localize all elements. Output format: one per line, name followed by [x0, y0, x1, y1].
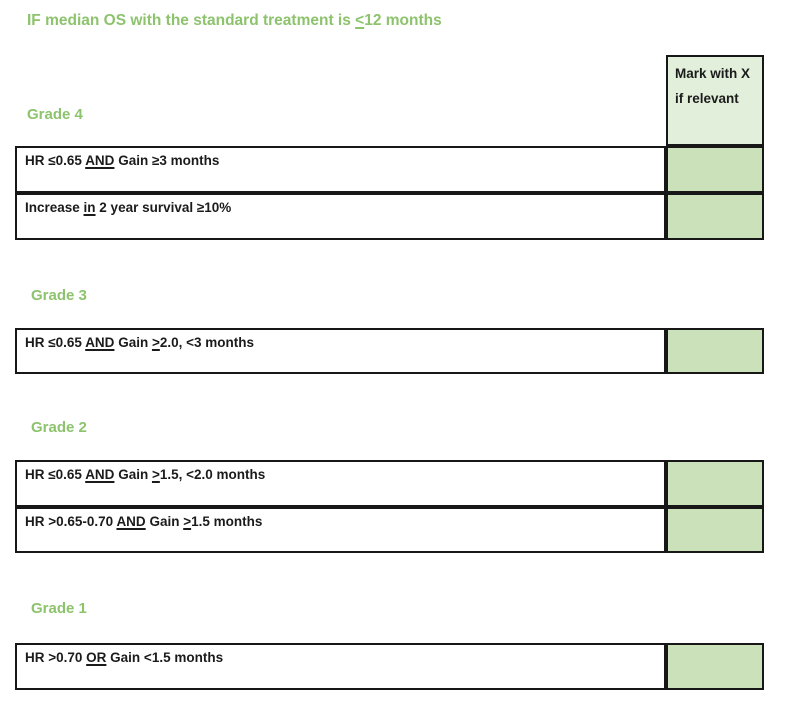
- table-row: HR >0.70 OR Gain <1.5 months: [15, 643, 764, 690]
- grade-2-table: HR ≤0.65 AND Gain >1.5, <2.0 months HR >…: [15, 460, 764, 553]
- criteria-cell: HR ≤0.65 AND Gain >1.5, <2.0 months: [15, 460, 666, 507]
- grade-2-heading: Grade 2: [31, 419, 87, 436]
- mark-cell[interactable]: [666, 460, 764, 507]
- grade-4-heading: Grade 4: [27, 106, 83, 123]
- grade-3-heading: Grade 3: [31, 287, 87, 304]
- table-row: Increase in 2 year survival ≥10%: [15, 193, 764, 240]
- criteria-cell: HR >0.70 OR Gain <1.5 months: [15, 643, 666, 690]
- mark-cell[interactable]: [666, 146, 764, 193]
- mark-cell[interactable]: [666, 507, 764, 553]
- table-row: HR ≤0.65 AND Gain ≥3 months: [15, 146, 764, 193]
- grade-4-table: HR ≤0.65 AND Gain ≥3 months Increase in …: [15, 146, 764, 240]
- grade-3-table: HR ≤0.65 AND Gain >2.0, <3 months: [15, 328, 764, 374]
- grade-1-heading: Grade 1: [31, 600, 87, 617]
- mark-column-header: Mark with X if relevant: [666, 55, 764, 146]
- grade-1-table: HR >0.70 OR Gain <1.5 months: [15, 643, 764, 690]
- mark-cell[interactable]: [666, 328, 764, 374]
- table-row: HR ≤0.65 AND Gain >1.5, <2.0 months: [15, 460, 764, 507]
- table-row: HR >0.65-0.70 AND Gain >1.5 months: [15, 507, 764, 553]
- mark-cell[interactable]: [666, 193, 764, 240]
- mark-cell[interactable]: [666, 643, 764, 690]
- criteria-cell: HR ≤0.65 AND Gain >2.0, <3 months: [15, 328, 666, 374]
- table-row: HR ≤0.65 AND Gain >2.0, <3 months: [15, 328, 764, 374]
- criteria-cell: Increase in 2 year survival ≥10%: [15, 193, 666, 240]
- page-title: IF median OS with the standard treatment…: [27, 12, 442, 29]
- criteria-cell: HR ≤0.65 AND Gain ≥3 months: [15, 146, 666, 193]
- criteria-cell: HR >0.65-0.70 AND Gain >1.5 months: [15, 507, 666, 553]
